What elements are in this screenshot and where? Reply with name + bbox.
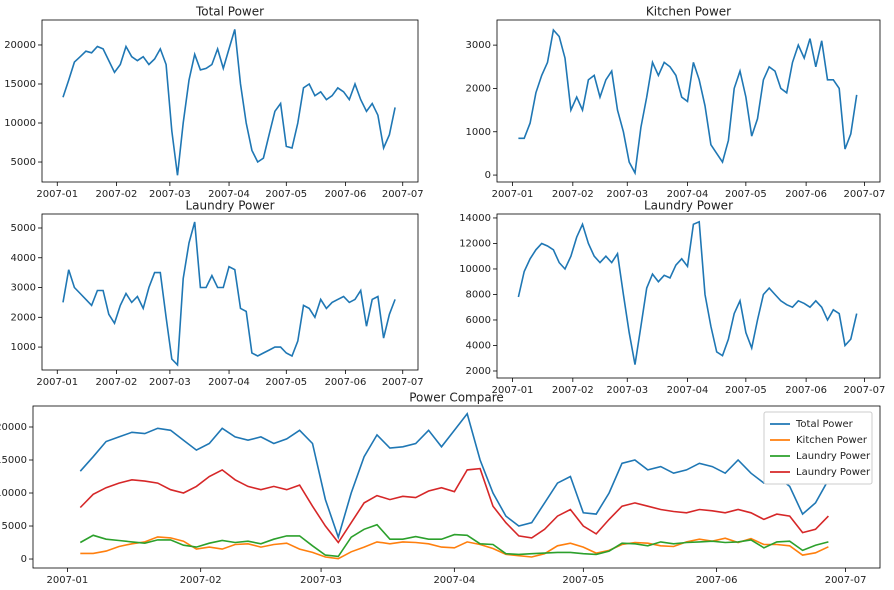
x-tick-label: 2007-05 — [562, 575, 604, 586]
chart-title: Power Compare — [409, 391, 504, 405]
y-tick-label: 3000 — [466, 40, 491, 51]
y-tick-label: 2000 — [466, 366, 491, 377]
y-tick-label: 15000 — [4, 79, 36, 90]
y-tick-label: 12000 — [459, 238, 491, 249]
y-tick-label: 6000 — [466, 315, 491, 326]
chart-title: Laundry Power — [644, 199, 733, 213]
y-tick-label: 20000 — [0, 422, 27, 433]
y-tick-label: 5000 — [11, 157, 36, 168]
y-tick-label: 5000 — [11, 223, 36, 234]
line-series — [62, 29, 396, 176]
x-tick-label: 2007-04 — [208, 377, 250, 388]
x-tick-label: 2007-06 — [696, 575, 738, 586]
y-tick-label: 10000 — [0, 488, 27, 499]
y-tick-label: 10000 — [4, 118, 36, 129]
axes-frame — [41, 19, 419, 183]
legend-label: Laundry Power — [796, 451, 871, 462]
x-tick-label: 2007-07 — [844, 385, 886, 396]
chart-title: Kitchen Power — [646, 5, 731, 19]
x-tick-label: 2007-01 — [46, 575, 88, 586]
line-series — [518, 28, 858, 176]
chart-title: Laundry Power — [186, 199, 275, 213]
axes-frame — [496, 19, 881, 183]
chart-title: Total Power — [195, 5, 264, 19]
x-tick-label: 2007-05 — [265, 189, 307, 200]
axes-frame — [496, 213, 881, 379]
x-tick-label: 2007-04 — [667, 189, 709, 200]
legend-box — [763, 411, 873, 485]
y-tick-label: 4000 — [11, 253, 36, 264]
x-tick-label: 2007-01 — [492, 189, 534, 200]
x-tick-label: 2007-06 — [325, 189, 367, 200]
x-tick-label: 2007-02 — [180, 575, 222, 586]
x-tick-label: 2007-05 — [265, 377, 307, 388]
x-tick-label: 2007-01 — [36, 377, 78, 388]
x-tick-label: 2007-01 — [36, 189, 78, 200]
x-tick-label: 2007-02 — [552, 385, 594, 396]
x-tick-label: 2007-05 — [725, 385, 767, 396]
x-tick-label: 2007-03 — [606, 385, 648, 396]
x-tick-label: 2007-04 — [667, 385, 709, 396]
axes-frame — [32, 405, 881, 569]
x-tick-label: 2007-04 — [433, 575, 475, 586]
x-tick-label: 2007-01 — [492, 385, 534, 396]
y-tick-label: 1000 — [11, 342, 36, 353]
x-tick-label: 2007-06 — [785, 189, 827, 200]
x-tick-label: 2007-02 — [96, 377, 138, 388]
y-tick-label: 0 — [21, 554, 27, 565]
x-tick-label: 2007-03 — [149, 377, 191, 388]
y-tick-label: 0 — [485, 170, 491, 181]
line-series — [80, 536, 829, 560]
x-tick-label: 2007-03 — [606, 189, 648, 200]
x-tick-label: 2007-07 — [382, 377, 424, 388]
x-tick-label: 2007-07 — [844, 189, 886, 200]
x-tick-label: 2007-05 — [725, 189, 767, 200]
y-tick-label: 4000 — [466, 340, 491, 351]
y-tick-label: 3000 — [11, 283, 36, 294]
x-tick-label: 2007-02 — [552, 189, 594, 200]
line-series — [79, 467, 829, 544]
x-tick-label: 2007-03 — [149, 189, 191, 200]
y-tick-label: 8000 — [466, 289, 491, 300]
y-tick-label: 2000 — [466, 83, 491, 94]
x-tick-label: 2007-07 — [825, 575, 867, 586]
line-series — [62, 221, 396, 367]
x-tick-label: 2007-06 — [785, 385, 827, 396]
y-tick-label: 10000 — [459, 264, 491, 275]
x-tick-label: 2007-02 — [96, 189, 138, 200]
line-series — [79, 412, 830, 540]
x-tick-label: 2007-07 — [382, 189, 424, 200]
legend-label: Kitchen Power — [796, 435, 868, 446]
y-tick-label: 2000 — [11, 312, 36, 323]
x-tick-label: 2007-03 — [300, 575, 342, 586]
legend-label: Laundry Power — [796, 467, 871, 478]
line-series — [79, 523, 829, 558]
y-tick-label: 5000 — [2, 521, 27, 532]
y-tick-label: 14000 — [459, 213, 491, 224]
line-series — [517, 220, 858, 365]
y-tick-label: 1000 — [466, 127, 491, 138]
y-tick-label: 20000 — [4, 40, 36, 51]
x-tick-label: 2007-06 — [325, 377, 367, 388]
x-tick-label: 2007-04 — [208, 189, 250, 200]
axes-frame — [41, 213, 419, 371]
y-tick-label: 15000 — [0, 455, 27, 466]
legend-label: Total Power — [795, 419, 854, 430]
